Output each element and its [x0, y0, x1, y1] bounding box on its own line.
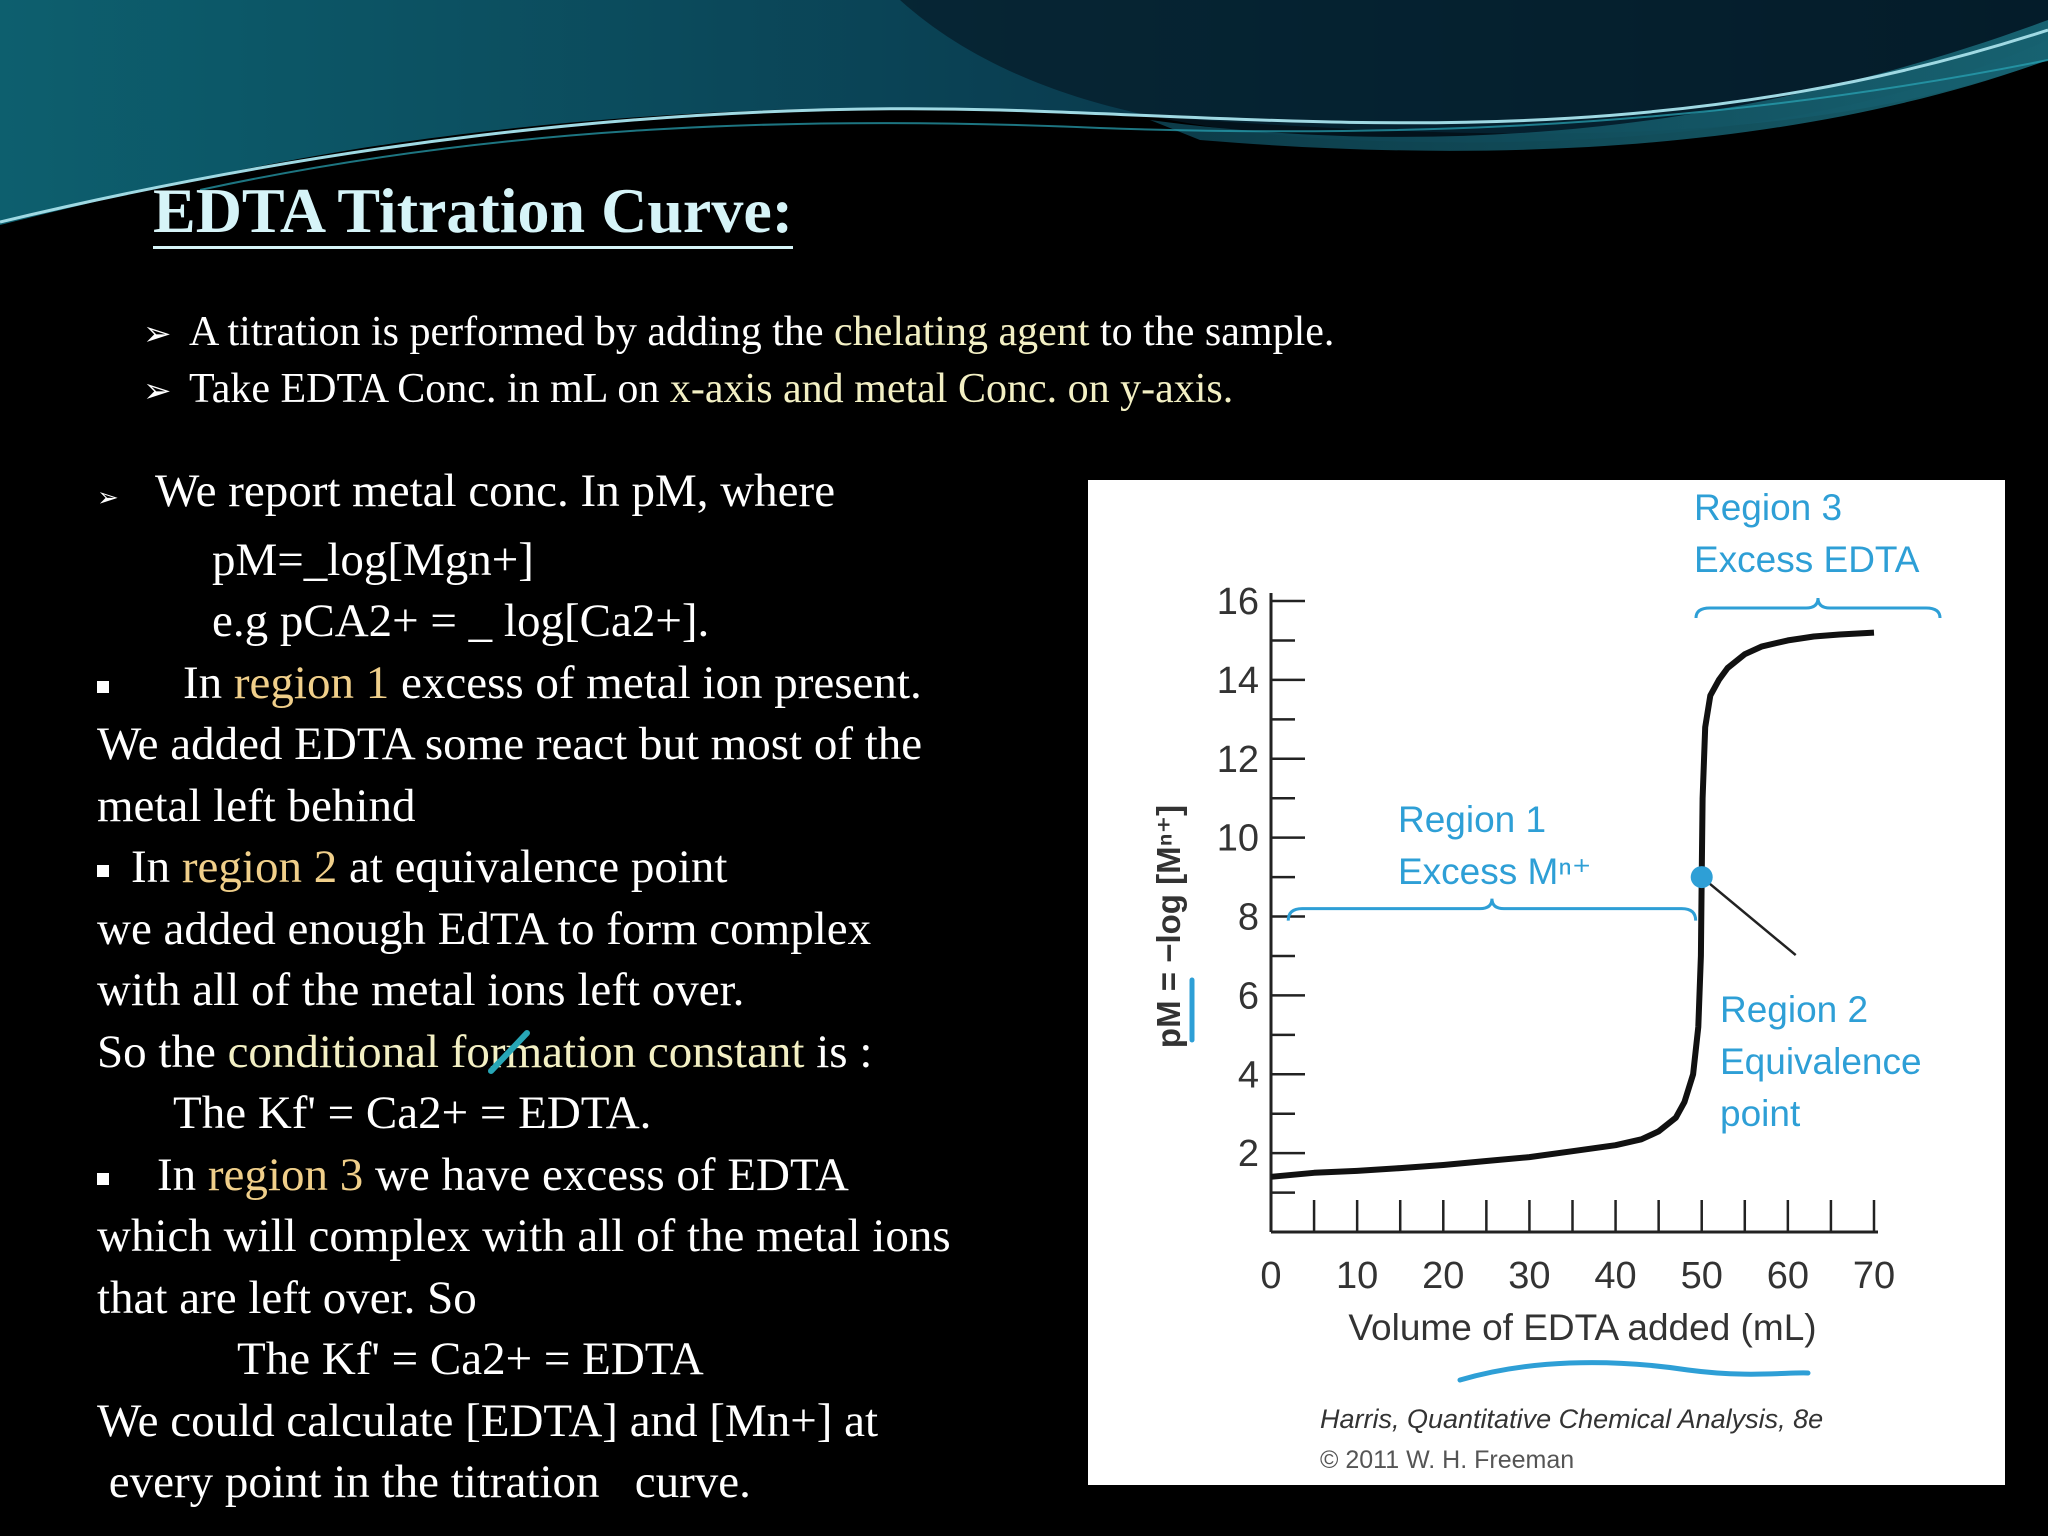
x-tick-label: 40 — [1594, 1255, 1636, 1297]
body-line: with all of the metal ions left over. — [97, 964, 745, 1016]
region2-label: Region 2 — [1720, 989, 1868, 1030]
x-tick-label: 0 — [1260, 1255, 1281, 1297]
square-bullet-icon — [97, 680, 109, 693]
region3-brace — [1694, 597, 1942, 619]
figure-copyright: © 2011 W. H. Freeman — [1320, 1446, 1574, 1474]
header-wave-decoration — [0, 0, 2048, 225]
region-label: region 2 — [181, 841, 338, 893]
body-line: e.g pCA2+ = _ log[Ca2+]. — [212, 595, 710, 647]
y-tick-label: 12 — [1217, 739, 1259, 781]
figure-credit: Harris, Quantitative Chemical Analysis, … — [1320, 1404, 1823, 1434]
square-bullet-icon — [97, 1172, 109, 1185]
equivalence-pointer-line — [1700, 876, 1797, 957]
x-axis-label: Volume of EDTA added (mL) — [1348, 1307, 1816, 1348]
text: excess of metal ion present. — [389, 656, 922, 709]
x-tick-label: 10 — [1336, 1255, 1378, 1297]
y-axis-label: pM = −log [Mⁿ⁺] — [1150, 805, 1187, 1048]
body-line: which will complex with all of the metal… — [97, 1210, 951, 1262]
titration-curve-line — [1270, 629, 1875, 1180]
text: at equivalence point — [337, 841, 728, 893]
x-tick-label: 70 — [1853, 1255, 1895, 1297]
text: In — [183, 656, 234, 709]
y-tick-label: 8 — [1238, 897, 1259, 939]
highlight-text: conditional formation constant — [227, 1025, 805, 1078]
x-tick-label: 30 — [1508, 1255, 1550, 1297]
x-tick-label: 60 — [1767, 1255, 1809, 1297]
arrow-bullet-icon: ➢ — [143, 314, 172, 354]
text: In — [157, 1148, 208, 1201]
body-line: every point in the titration curve. — [97, 1456, 751, 1508]
text: So the — [97, 1025, 228, 1078]
page-title: EDTA Titration Curve: — [153, 175, 794, 250]
highlight-text: chelating agent — [834, 309, 1090, 355]
text: to the sample. — [1089, 309, 1335, 355]
body-line: We report metal conc. In pM, where — [155, 465, 836, 517]
y-tick-label: 4 — [1238, 1054, 1259, 1096]
region1-label: Region 1 — [1398, 799, 1546, 840]
body-line: we added enough EdTA to form complex — [97, 902, 872, 955]
body-line: that are left over. So — [97, 1271, 477, 1324]
text: In — [131, 841, 182, 893]
x-tick-label: 50 — [1681, 1255, 1723, 1297]
pen-stroke-mark — [488, 1030, 530, 1074]
region2-sublabel: Equivalence — [1720, 1041, 1922, 1082]
square-bullet-icon — [97, 865, 109, 878]
equivalence-point-marker — [1690, 866, 1713, 889]
x-tick-label: 20 — [1422, 1255, 1464, 1297]
x-label-underline-scribble — [1457, 1360, 1811, 1383]
y-tick-label: 2 — [1238, 1133, 1259, 1175]
highlight-text: x-axis and metal Conc. on y-axis. — [669, 366, 1234, 412]
region3-sublabel: Excess EDTA — [1694, 539, 1920, 580]
text: is : — [804, 1025, 873, 1078]
body-text: ➢ We report metal conc. In pM, where pM=_… — [97, 461, 1087, 1514]
region-label: region 3 — [207, 1148, 364, 1201]
y-tick-label: 14 — [1217, 660, 1259, 702]
text: A titration is performed by adding the — [189, 309, 835, 355]
body-line: The Kf' = Ca2+ = EDTA. — [173, 1087, 652, 1139]
region3-label: Region 3 — [1694, 487, 1842, 528]
body-line: The Kf' = Ca2+ = EDTA — [237, 1333, 704, 1385]
y-tick-label: 16 — [1217, 581, 1259, 623]
intro-bullet: ➢ A titration is performed by adding the … — [143, 305, 1334, 362]
y-tick-label: 10 — [1217, 818, 1259, 860]
body-line: We added EDTA some react but most of the — [97, 718, 923, 770]
intro-bullet: ➢ Take EDTA Conc. in mL on x-axis and met… — [143, 362, 1334, 419]
text: we have excess of EDTA — [363, 1148, 849, 1201]
intro-bullets: ➢ A titration is performed by adding the … — [143, 305, 1334, 419]
y-tick-label: 6 — [1238, 975, 1259, 1017]
arrow-bullet-icon: ➢ — [143, 371, 172, 411]
arrow-bullet-icon: ➢ — [97, 483, 119, 513]
body-line: We could calculate [EDTA] and [Mn+] at — [97, 1394, 879, 1447]
body-line: pM=_log[Mgn+] — [212, 533, 534, 586]
titration-figure: 2 4 6 8 10 12 14 16 0 10 20 30 40 50 60 70 Volume of EDT… — [1088, 480, 2005, 1485]
region1-sublabel: Excess Mⁿ⁺ — [1398, 851, 1591, 892]
titration-curve-chart: 2 4 6 8 10 12 14 16 0 10 20 30 40 50 60 70 Volume of EDT… — [1150, 487, 1942, 1474]
body-line: metal left behind — [97, 779, 416, 832]
region2-sublabel: point — [1720, 1093, 1801, 1134]
region-label: region 1 — [233, 656, 390, 709]
text: Take EDTA Conc. in mL on — [189, 366, 670, 412]
region1-brace — [1286, 898, 1698, 921]
